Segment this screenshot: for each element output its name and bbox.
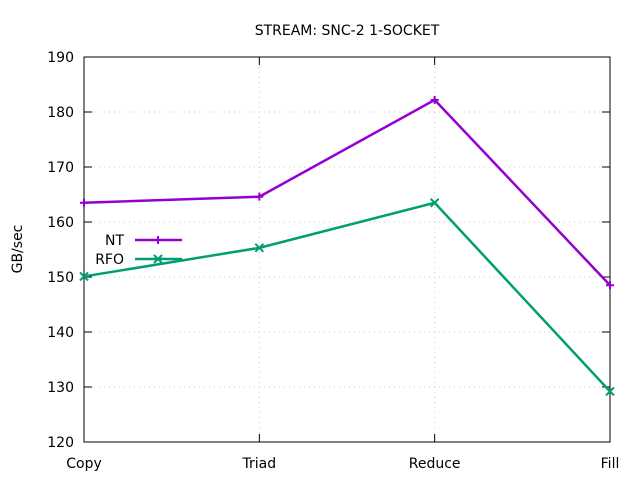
data-point-nt xyxy=(80,198,88,207)
legend-label-nt: NT xyxy=(105,233,124,249)
marker-stroke xyxy=(254,243,265,253)
y-tick-label: 130 xyxy=(47,380,74,396)
series-line-rfo xyxy=(83,201,611,393)
y-tick-label: 160 xyxy=(47,215,74,231)
marker-stroke xyxy=(153,254,163,264)
data-point-nt xyxy=(606,281,614,290)
marker-stroke xyxy=(605,386,615,397)
series-layer xyxy=(79,95,615,397)
marker-stroke xyxy=(79,271,89,282)
data-point-nt xyxy=(255,192,264,201)
series-line-nt xyxy=(83,98,611,287)
y-axis-label: GB/sec xyxy=(10,225,26,274)
y-tick-label: 190 xyxy=(47,50,74,66)
data-point-rfo xyxy=(605,386,615,397)
chart-title: STREAM: SNC-2 1-SOCKET xyxy=(255,23,440,39)
data-point-rfo xyxy=(254,243,265,253)
x-tick-label: Reduce xyxy=(409,456,461,472)
data-point-nt xyxy=(430,95,439,104)
x-tick-label: Triad xyxy=(242,456,277,472)
legend-marker-rfo xyxy=(153,254,163,264)
legend-marker-nt xyxy=(154,236,162,244)
legend: NT RFO xyxy=(95,233,182,268)
x-tick-label: Copy xyxy=(66,456,102,472)
data-point-rfo xyxy=(429,198,440,208)
y-tick-label: 120 xyxy=(47,435,74,451)
y-tick-label: 150 xyxy=(47,270,74,286)
x-tick-label: Fill xyxy=(601,456,620,472)
grid-layer xyxy=(84,57,610,442)
tick-layer: 120 130 140 150 160 170 180 190 Copy Triad Reduce F… xyxy=(47,50,619,472)
y-tick-label: 180 xyxy=(47,105,74,121)
marker-stroke xyxy=(429,198,440,208)
plot-frame xyxy=(83,56,611,443)
legend-label-rfo: RFO xyxy=(95,252,124,268)
y-tick-label: 170 xyxy=(47,160,74,176)
y-tick-label: 140 xyxy=(47,325,74,341)
data-point-rfo xyxy=(79,271,89,282)
